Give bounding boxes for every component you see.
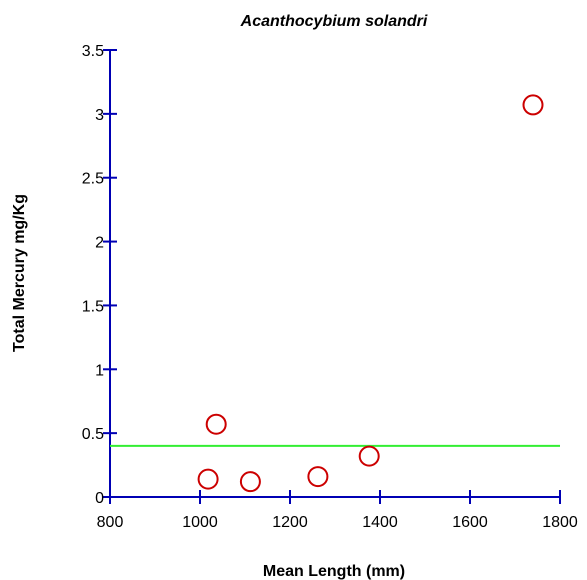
y-tick-label: 0.5	[82, 426, 104, 443]
x-tick-label: 800	[97, 514, 124, 531]
plot-area: 0 0.5 1 1.5 2 2.5 3 3.5 800 1000 1200 1400 1600 1800	[82, 43, 578, 531]
y-axis-label: Total Mercury mg/Kg	[11, 194, 28, 352]
data-point	[197, 468, 219, 490]
data-point	[205, 413, 227, 435]
y-tick-label: 3	[95, 107, 104, 124]
x-axis-label: Mean Length (mm)	[263, 563, 405, 580]
y-tick-label: 3.5	[82, 43, 104, 60]
x-tick-label: 1000	[182, 514, 218, 531]
x-tick-label: 1400	[362, 514, 398, 531]
y-tick-label: 1.5	[82, 298, 104, 315]
data-point	[358, 445, 380, 467]
y-tick-label: 1	[95, 362, 104, 379]
x-tick-label: 1600	[452, 514, 488, 531]
y-tick-label: 0	[95, 490, 104, 507]
chart-title: Acanthocybium solandri	[240, 13, 428, 30]
data-point	[239, 471, 261, 493]
y-tick-label: 2.5	[82, 171, 104, 188]
x-tick-label: 1800	[542, 514, 578, 531]
data-point	[522, 94, 544, 116]
data-point	[307, 466, 329, 488]
y-tick-label: 2	[95, 235, 104, 252]
x-tick-label: 1200	[272, 514, 308, 531]
